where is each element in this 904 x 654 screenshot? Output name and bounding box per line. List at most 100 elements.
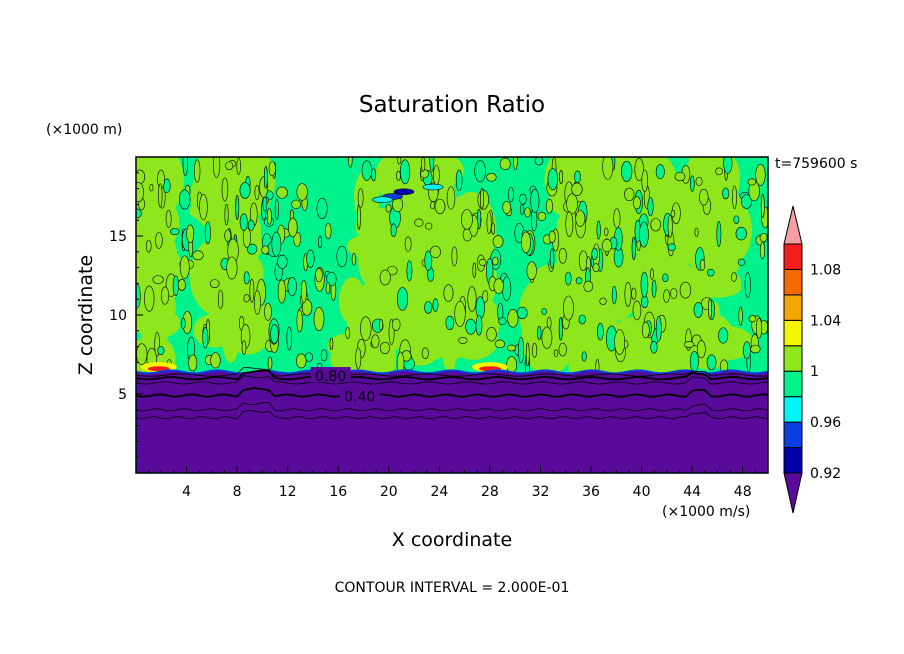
field-streak: [425, 222, 433, 230]
field-streak: [249, 278, 255, 303]
field-streak: [486, 173, 497, 182]
field-streak: [136, 182, 144, 203]
field-zone-blob: [432, 317, 470, 361]
field-streak: [519, 193, 527, 205]
field-streak: [172, 275, 179, 297]
field-streak: [301, 299, 313, 316]
field-streak: [336, 245, 348, 268]
field-streak: [188, 354, 198, 372]
x-tick-label: 40: [633, 484, 651, 500]
field-streak: [239, 182, 251, 199]
field-streak: [604, 227, 609, 237]
field-streak: [750, 344, 761, 354]
field-streak: [494, 339, 505, 349]
field-streak: [194, 159, 201, 183]
field-streak: [599, 297, 607, 305]
field-streak: [226, 256, 238, 280]
field-streak: [136, 283, 141, 309]
field-streak: [670, 209, 676, 218]
field-streak: [747, 178, 757, 186]
field-streak: [192, 250, 204, 261]
field-streak: [722, 187, 730, 200]
field-streak: [741, 194, 753, 209]
field-streak: [492, 256, 499, 266]
field-streak: [446, 186, 456, 210]
field-streak: [553, 349, 559, 357]
field-streak: [699, 188, 709, 206]
field-streak: [706, 354, 717, 371]
field-streak: [663, 289, 670, 303]
high-ratio-core: [147, 366, 170, 372]
lower-layer: [136, 367, 768, 473]
field-streak: [454, 300, 466, 327]
field-streak: [379, 318, 384, 331]
field-streak: [286, 326, 293, 351]
field-streak: [152, 275, 164, 284]
contour-line: [136, 387, 768, 398]
colorbar-segment: [783, 447, 803, 474]
contour-line: [136, 369, 768, 381]
field-streak: [578, 314, 586, 325]
field-streak: [160, 286, 170, 305]
field-streak: [655, 164, 665, 180]
field-streak: [708, 298, 712, 320]
y-unit-label: (×1000 m): [46, 122, 122, 138]
field-streak: [239, 213, 248, 231]
field-streak: [424, 250, 433, 271]
field-streak: [718, 327, 729, 344]
field-streak: [145, 239, 152, 253]
field-streak: [575, 210, 586, 227]
colorbar-tick-label: 1.04: [810, 313, 841, 329]
field-streak: [287, 277, 297, 297]
field-streak: [144, 285, 155, 312]
field-streak: [199, 194, 208, 221]
field-streak: [651, 279, 657, 298]
field-streak: [475, 314, 483, 336]
field-streak: [243, 271, 250, 285]
field-streak: [316, 197, 328, 219]
x-unit-label: (×1000 m/s): [662, 504, 750, 520]
x-tick-label: 48: [734, 484, 752, 500]
low-ratio-patch: [422, 183, 444, 191]
field-streak: [549, 248, 555, 269]
field-streak: [614, 329, 626, 355]
colorbar-segment: [783, 243, 803, 270]
field-streak: [296, 183, 308, 201]
field-streak: [530, 188, 540, 213]
field-streak: [531, 343, 538, 358]
field-streak: [491, 222, 496, 235]
field-streak: [247, 243, 258, 255]
field-streak: [624, 187, 635, 202]
field-streak: [641, 169, 649, 192]
field-streak: [455, 169, 463, 192]
field-streak: [429, 157, 435, 172]
contour-label: 0.80: [315, 369, 346, 385]
field-streak: [262, 196, 268, 212]
field-streak: [502, 276, 512, 301]
field-streak: [506, 344, 516, 352]
field-streak: [209, 279, 220, 288]
field-streak: [243, 294, 250, 303]
field-streak: [738, 306, 743, 326]
field-streak: [357, 188, 364, 208]
field-streak: [391, 318, 401, 331]
field-streak: [748, 315, 757, 323]
field-streak: [432, 298, 439, 312]
field-streak: [689, 351, 699, 373]
field-streak: [474, 160, 486, 183]
x-axis-ticks: 4 8 12 16 20 24 28 32 36 40 44 48: [148, 466, 756, 500]
x-tick-label: 8: [233, 484, 242, 500]
field-streak: [679, 281, 692, 299]
field-streak: [482, 290, 489, 303]
field-streak: [274, 199, 279, 220]
field-streak: [291, 199, 302, 210]
field-streak: [502, 201, 512, 214]
chart-title: Saturation Ratio: [359, 92, 545, 118]
field-streak: [674, 171, 686, 182]
field-streak: [379, 341, 391, 355]
field-streak: [733, 215, 740, 224]
field-streak: [360, 316, 372, 341]
field-streak: [348, 157, 353, 168]
field-streak: [390, 223, 397, 237]
